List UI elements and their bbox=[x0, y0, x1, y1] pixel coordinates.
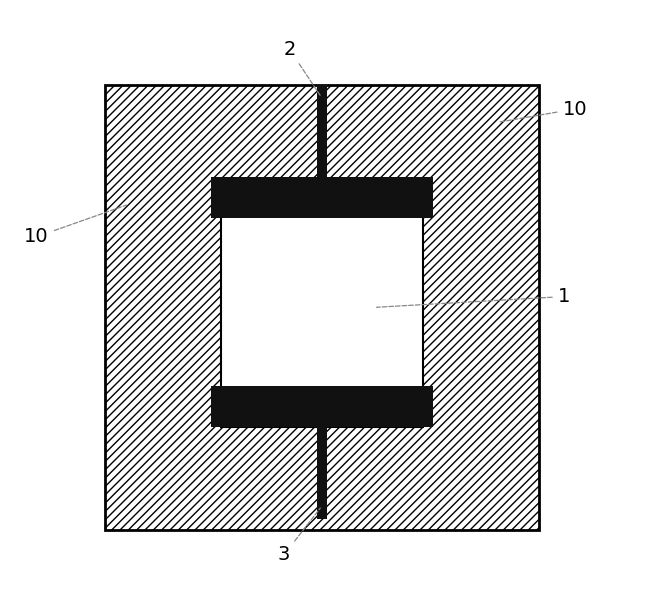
Bar bbox=[210, 177, 434, 218]
Text: 10: 10 bbox=[25, 205, 126, 246]
Text: 10: 10 bbox=[499, 100, 587, 122]
Text: 2: 2 bbox=[284, 40, 321, 96]
Bar bbox=[222, 188, 422, 427]
Bar bbox=[317, 85, 327, 177]
Text: 3: 3 bbox=[278, 508, 320, 564]
Bar bbox=[105, 85, 539, 530]
Bar bbox=[210, 387, 434, 427]
Bar bbox=[317, 427, 327, 519]
Text: 1: 1 bbox=[376, 287, 570, 307]
